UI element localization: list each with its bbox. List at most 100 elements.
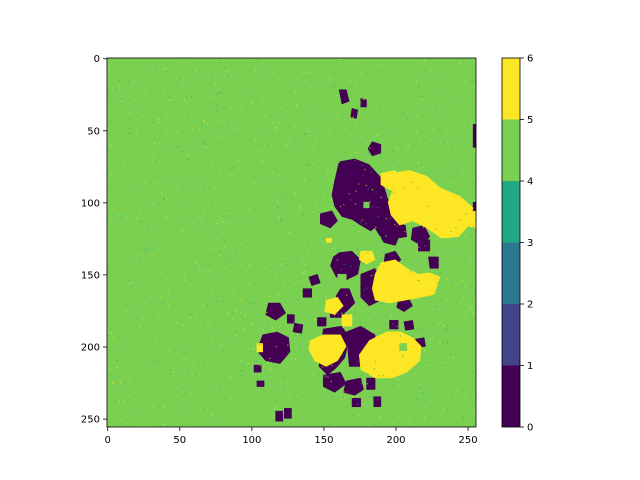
speckle [369, 201, 371, 203]
speckle [212, 420, 214, 422]
speckle [372, 189, 374, 192]
speckle [265, 312, 268, 314]
speckle [293, 129, 295, 131]
speckle [300, 280, 302, 282]
speckle [379, 302, 381, 304]
speckle [402, 355, 404, 358]
speckle [418, 162, 420, 164]
speckle [418, 322, 420, 324]
speckle [444, 162, 446, 164]
speckle [434, 349, 436, 351]
speckle [254, 69, 256, 71]
speckle [473, 150, 476, 152]
speckle [250, 159, 252, 161]
speckle [337, 249, 339, 251]
speckle [258, 58, 260, 60]
speckle [198, 309, 200, 311]
speckle [368, 372, 370, 374]
speckle [406, 149, 408, 151]
speckle [184, 279, 186, 282]
speckle [277, 140, 279, 142]
speckle [450, 182, 452, 184]
speckle [469, 206, 472, 208]
speckle [229, 185, 231, 187]
speckle [334, 129, 337, 131]
speckle [203, 212, 205, 214]
speckle [107, 162, 109, 164]
speckle [195, 262, 197, 264]
speckle [452, 100, 454, 102]
speckle [276, 157, 278, 159]
speckle [465, 213, 467, 215]
x-tick-label: 250 [459, 435, 478, 446]
speckle [240, 270, 243, 272]
speckle [145, 218, 147, 220]
speckle [420, 280, 422, 283]
speckle [422, 96, 424, 98]
speckle [338, 161, 340, 163]
speckle [196, 114, 198, 116]
speckle [110, 174, 112, 176]
speckle [377, 71, 380, 73]
speckle [263, 389, 265, 391]
speckle [352, 225, 355, 227]
speckle [250, 103, 252, 105]
speckle [375, 226, 377, 228]
speckle [430, 406, 432, 408]
speckle [190, 392, 193, 394]
speckle [356, 121, 358, 123]
speckle [188, 154, 190, 156]
speckle [173, 281, 175, 283]
speckle [381, 389, 383, 391]
speckle [318, 211, 321, 213]
speckle [110, 332, 112, 334]
speckle [252, 92, 254, 94]
speckle [272, 363, 274, 365]
speckle [138, 335, 141, 337]
speckle [275, 126, 277, 128]
speckle [283, 260, 285, 263]
speckle [181, 397, 184, 399]
speckle [281, 401, 283, 403]
speckle [296, 299, 299, 301]
speckle [215, 224, 218, 227]
speckle [142, 300, 144, 302]
speckle [128, 99, 131, 101]
speckle [330, 381, 332, 383]
speckle [153, 176, 155, 178]
speckle [336, 117, 339, 119]
speckle [443, 367, 446, 369]
speckle [403, 186, 405, 189]
speckle [222, 237, 224, 239]
speckle [391, 132, 393, 134]
speckle [120, 98, 122, 100]
speckle [443, 325, 446, 327]
speckle [406, 330, 409, 332]
speckle [219, 172, 222, 174]
speckle [172, 371, 174, 373]
speckle [285, 183, 288, 185]
speckle [201, 198, 203, 201]
speckle [295, 104, 297, 106]
speckle [312, 132, 315, 134]
speckle [362, 262, 365, 264]
speckle [107, 328, 109, 330]
speckle [253, 206, 255, 209]
speckle [378, 375, 381, 377]
speckle [430, 69, 432, 71]
region-class-0-17 [322, 371, 347, 393]
speckle [285, 263, 287, 266]
speckle [447, 330, 449, 332]
speckle [108, 70, 110, 72]
speckle [443, 409, 445, 411]
speckle [470, 359, 472, 361]
speckle [309, 71, 311, 74]
speckle [189, 403, 191, 406]
speckle [466, 60, 468, 62]
speckle [216, 222, 218, 225]
speckle [186, 116, 189, 118]
speckle [351, 58, 353, 60]
speckle [473, 277, 475, 280]
speckle [445, 169, 447, 171]
